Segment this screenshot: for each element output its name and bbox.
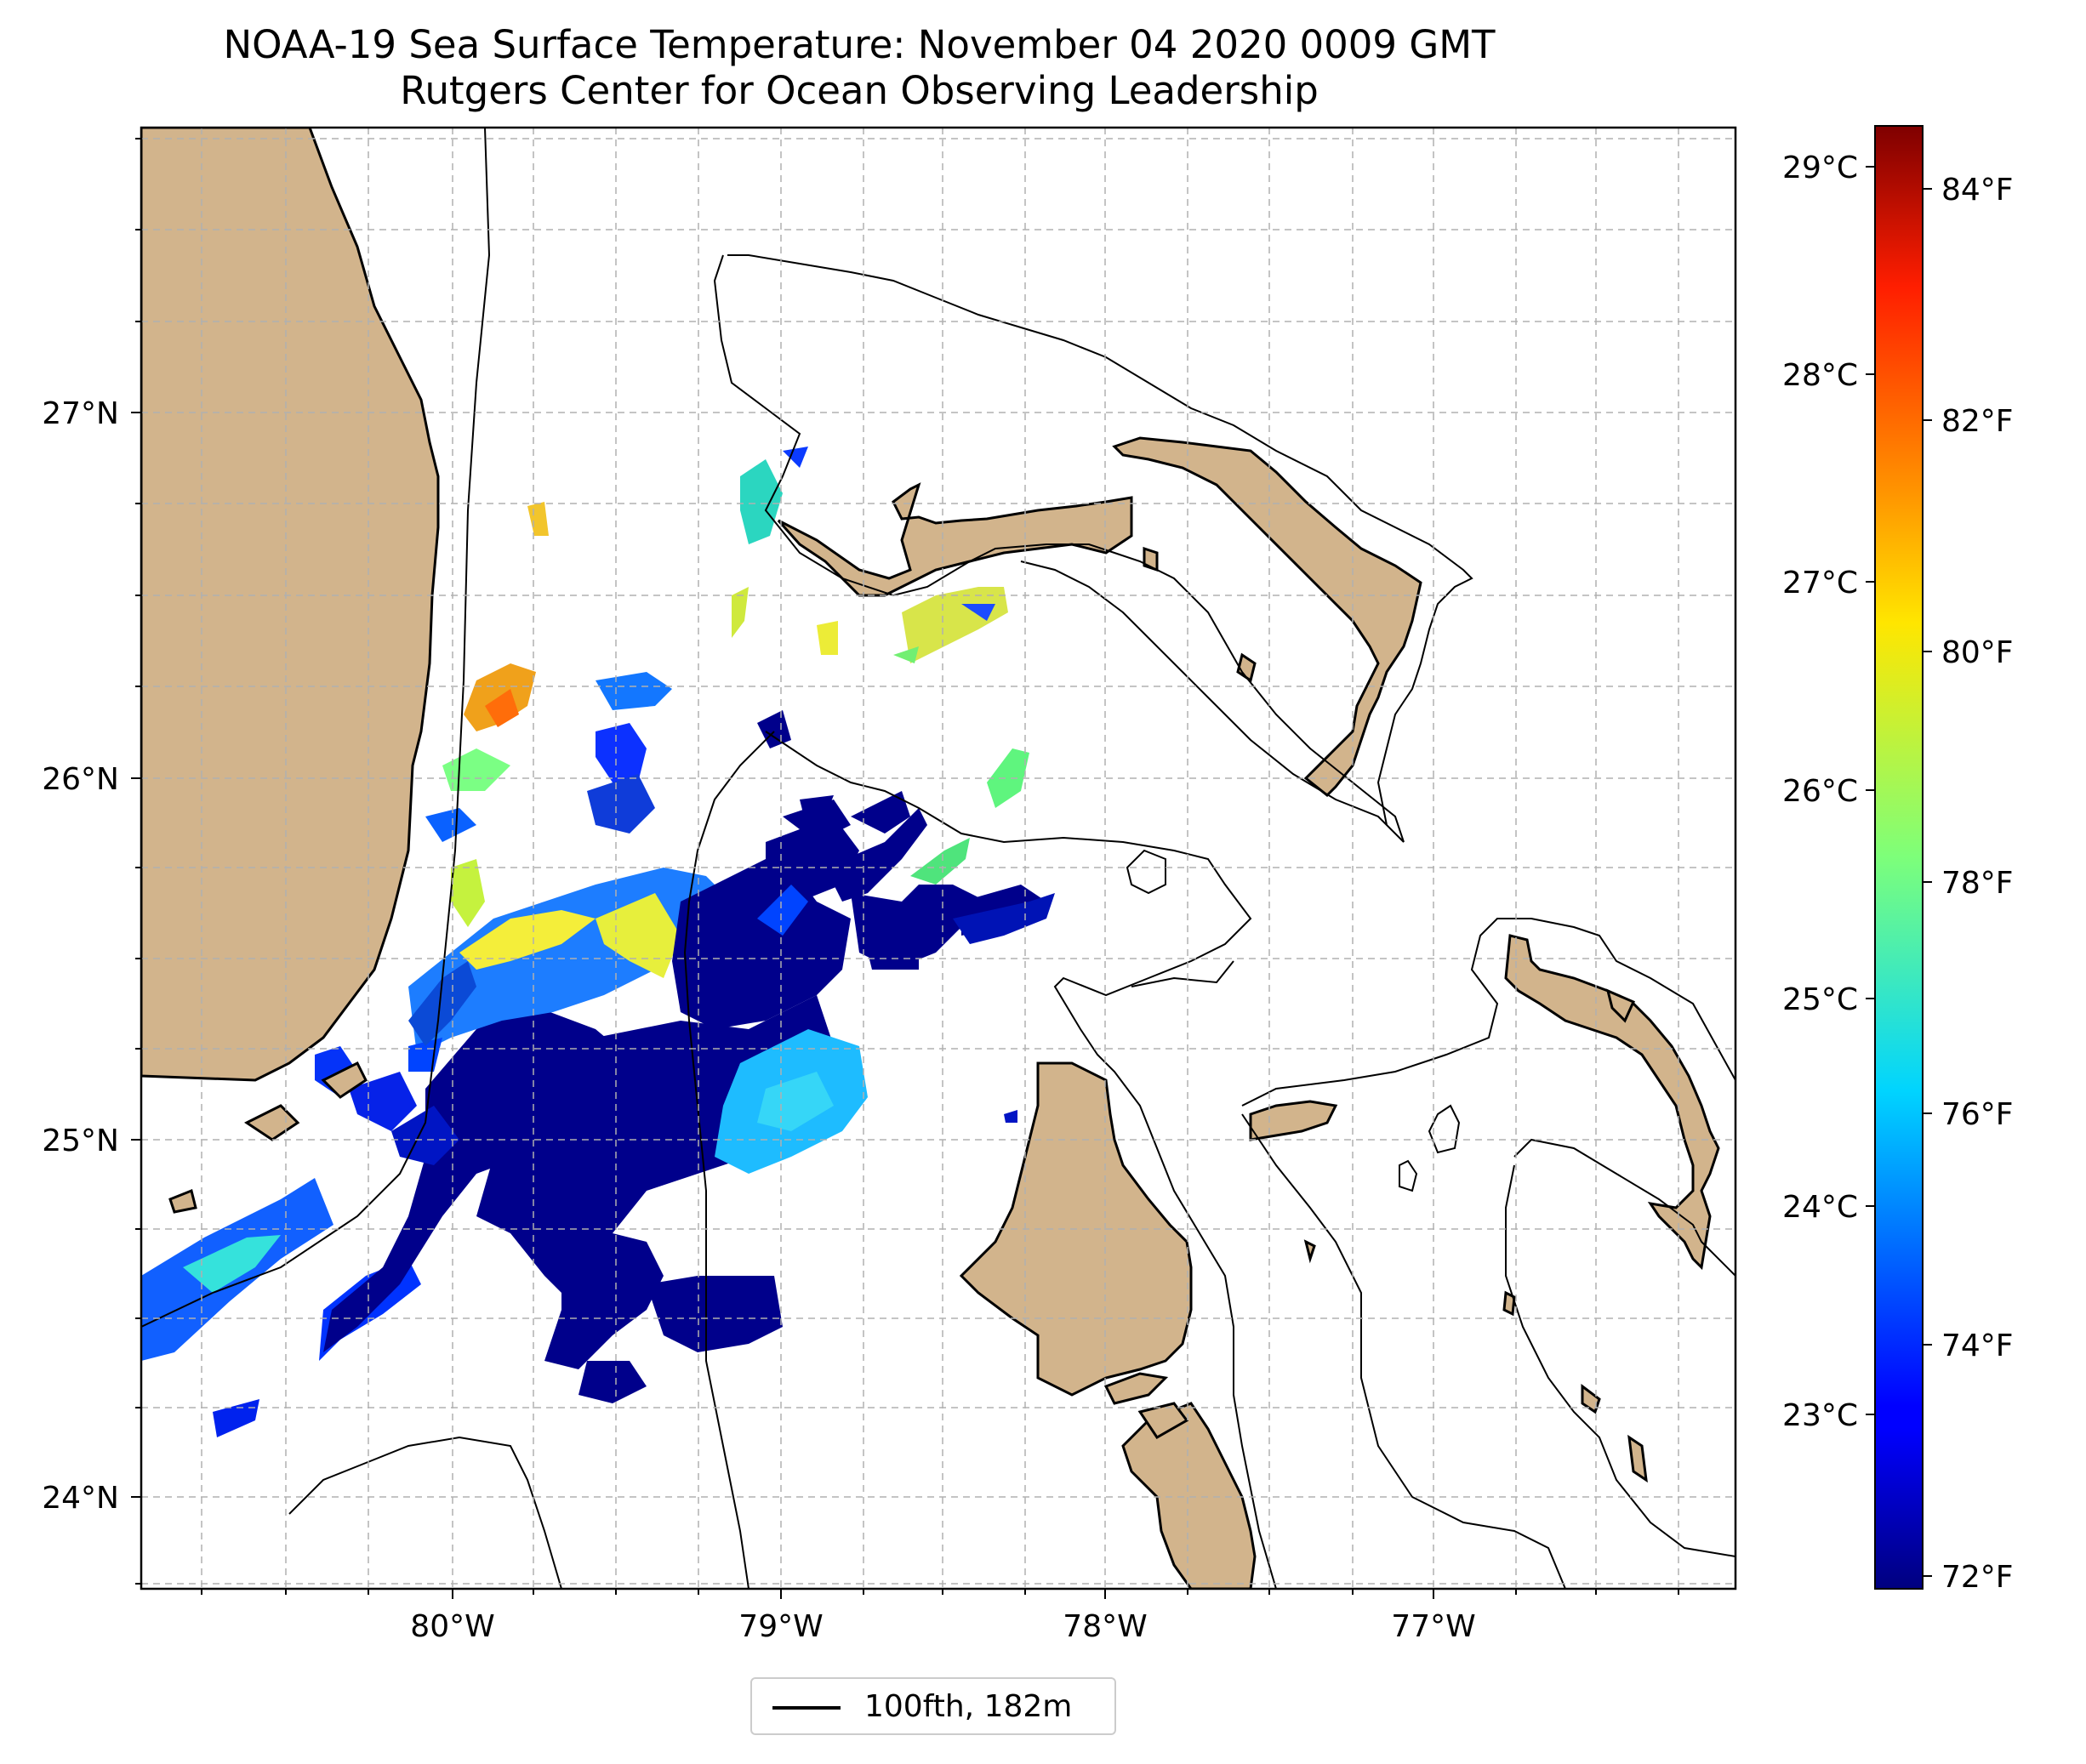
map-area (140, 126, 1737, 1590)
colorbar-gradient (1874, 125, 1924, 1590)
gridlines (141, 128, 1735, 1589)
lat-label-27n: 27°N (42, 396, 119, 431)
lat-label-25n: 25°N (42, 1124, 119, 1158)
lon-label-78w: 78°W (1063, 1609, 1147, 1644)
legend: 100fth, 182m (750, 1677, 1116, 1735)
colorbar-c-26: 26°C (1782, 774, 1858, 809)
land-keys (168, 1061, 368, 1214)
lat-labels: 27°N 26°N 25°N 24°N (42, 396, 119, 1516)
lon-labels: 80°W 79°W 78°W 77°W (410, 1609, 1475, 1644)
land-masses (141, 128, 1720, 1589)
colorbar-c-29: 29°C (1782, 151, 1858, 185)
lat-label-26n: 26°N (42, 762, 119, 797)
colorbar-f-84: 84°F (1941, 173, 2014, 208)
colorbar-c-23: 23°C (1782, 1398, 1858, 1433)
lon-label-80w: 80°W (410, 1609, 494, 1644)
map-title: NOAA-19 Sea Surface Temperature: Novembe… (223, 22, 1496, 67)
colorbar-c-27: 27°C (1782, 566, 1858, 600)
map-subtitle: Rutgers Center for Ocean Observing Leade… (400, 68, 1319, 113)
colorbar-c-24: 24°C (1782, 1190, 1858, 1225)
colorbar-f-78: 78°F (1941, 866, 2014, 901)
colorbar-c-25: 25°C (1782, 982, 1858, 1017)
land-andros-islets (1103, 1372, 1189, 1439)
colorbar-c-28: 28°C (1782, 358, 1858, 393)
axis-ticks (131, 138, 1679, 1599)
lon-label-79w: 79°W (738, 1609, 823, 1644)
colorbar-f-74: 74°F (1941, 1329, 2014, 1363)
colorbar-ticks (1866, 166, 1932, 1577)
colorbar-f-82: 82°F (1941, 404, 2014, 439)
land-andros-south (1121, 1402, 1257, 1589)
legend-line-swatch (772, 1706, 841, 1710)
colorbar-f-76: 76°F (1941, 1097, 2014, 1132)
land-eleuthera-north (1605, 988, 1635, 1023)
isobath-lines (141, 128, 1735, 1589)
colorbar-f-80: 80°F (1941, 635, 2014, 670)
land-grand-bahama (777, 482, 1133, 597)
legend-label: 100fth, 182m (864, 1689, 1073, 1724)
colorbar: 29°C 28°C 27°C 26°C 25°C 24°C 23°C 84°F … (1782, 125, 2014, 1595)
lon-label-77w: 77°W (1391, 1609, 1475, 1644)
map-frame (140, 126, 1737, 1590)
colorbar-f-72: 72°F (1941, 1560, 2014, 1595)
lat-label-24n: 24°N (42, 1481, 119, 1516)
